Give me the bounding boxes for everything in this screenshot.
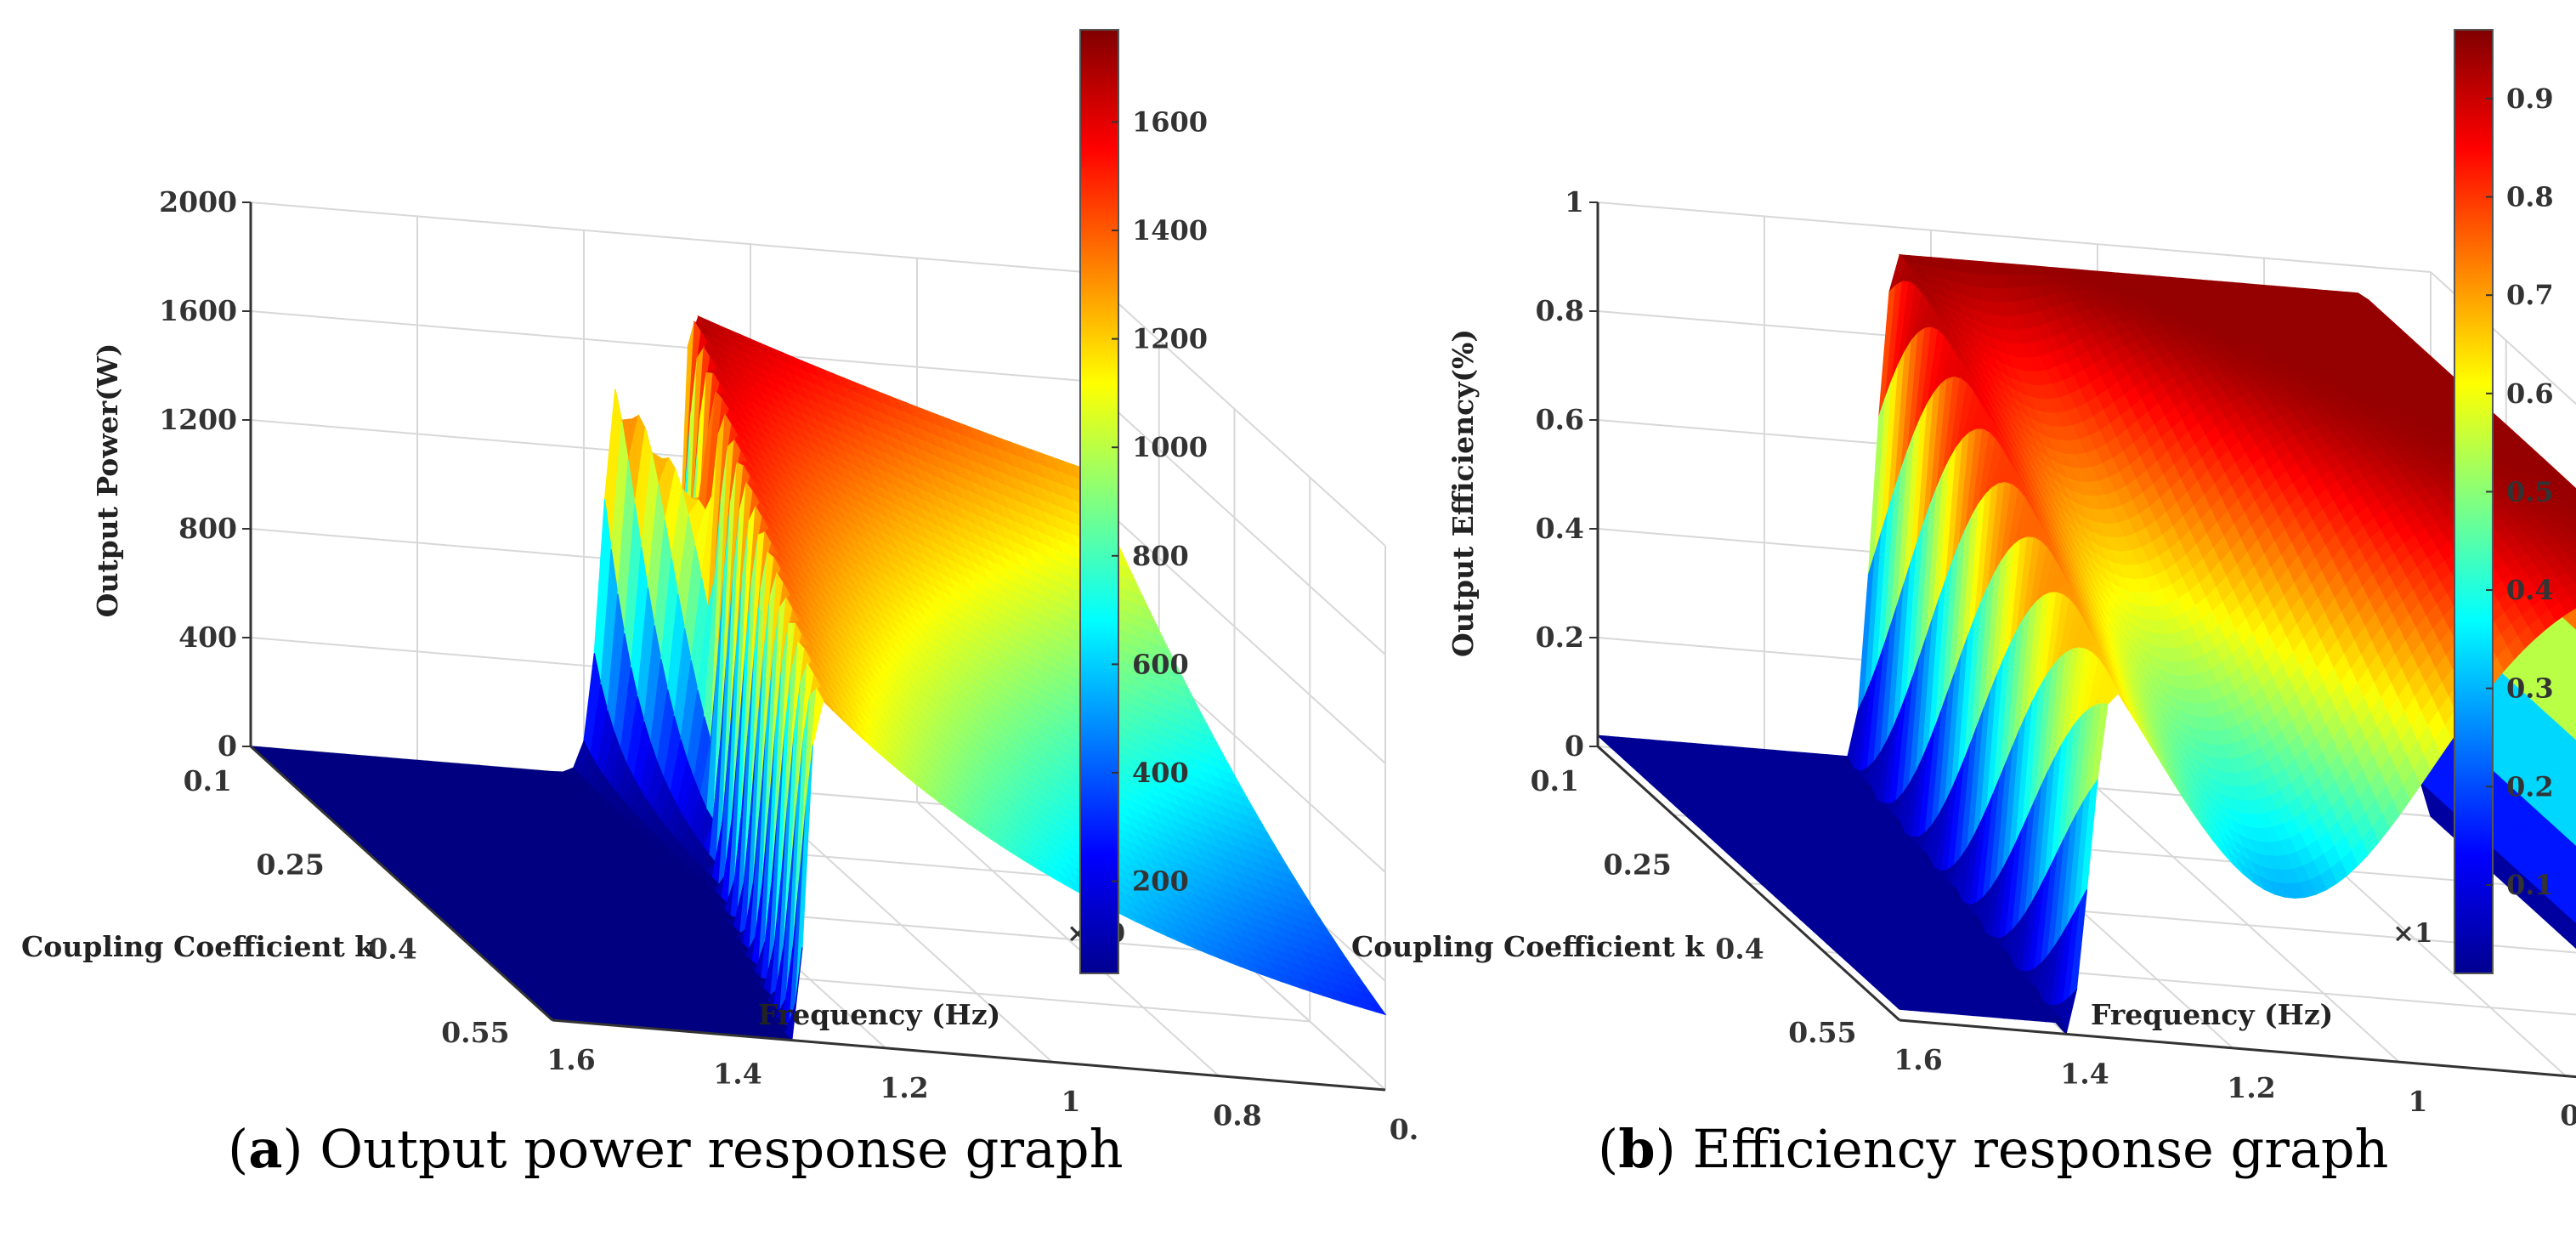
k-tick-label: 0.4	[1715, 932, 1764, 965]
caption-b: (b) Efficiency response graph	[1598, 1118, 2388, 1180]
frequency-tick-label: 1	[1062, 1085, 1081, 1118]
colorbar-tick-label: 1200	[1132, 323, 1208, 355]
k-tick-labels: 0.1 0.25 0.4 0.55	[184, 764, 510, 1049]
z-tick-label: 1	[1565, 185, 1584, 218]
colorbar-tick-labels: 0.1 0.2 0.3 0.4 0.5 0.6 0.7 0.8 0.9	[2486, 82, 2554, 901]
z-tick-label: 800	[178, 512, 237, 545]
k-tick-labels: 0.1 0.25 0.4 0.55	[1531, 764, 1857, 1049]
frequency-tick-label: 0.8	[2560, 1099, 2576, 1132]
k-tick-label: 0.25	[1603, 848, 1671, 882]
k-axis-label: Coupling Coefficient k	[21, 930, 375, 963]
frequency-exponent-label: ×1	[2392, 918, 2433, 949]
colorbar-tick-label: 0.8	[2506, 181, 2554, 213]
caption-b-text: Efficiency response graph	[1692, 1118, 2388, 1180]
z-axis-label: Output Power(W)	[91, 343, 124, 618]
k-tick-label: 0.1	[1531, 764, 1579, 797]
k-tick-label: 0.1	[184, 764, 232, 797]
k-tick-label: 0.55	[441, 1016, 509, 1049]
caption-a-letter: a	[248, 1118, 282, 1180]
z-tick-label: 0.8	[1536, 294, 1584, 327]
frequency-tick-labels: 1.6 1.4 1.2 1 0.8 0.	[546, 1043, 1418, 1146]
k-tick-label: 0.25	[256, 848, 324, 882]
frequency-tick-label: 1.4	[713, 1057, 761, 1090]
colorbar-tick-label: 600	[1132, 648, 1189, 680]
frequency-tick-labels: 1.61.41.210.80.	[1894, 1043, 2576, 1132]
frequency-axis-label: Frequency (Hz)	[2091, 998, 2333, 1031]
caption-b-letter: b	[1618, 1118, 1655, 1180]
colorbar-tick-label: 0.6	[2506, 377, 2554, 410]
colorbar	[2454, 29, 2494, 974]
z-tick-label: 0.4	[1536, 512, 1584, 545]
colorbar-tick-label: 0.1	[2506, 869, 2554, 901]
colorbar-tick-label: 0.9	[2506, 82, 2554, 115]
frequency-axis-label: Frequency (Hz)	[758, 998, 1000, 1031]
colorbar-tick-label: 0.3	[2506, 672, 2554, 705]
z-tick-label: 1200	[159, 403, 237, 436]
caption-a: (a) Output power response graph	[228, 1118, 1124, 1180]
frequency-tick-label: 1	[2409, 1085, 2428, 1118]
z-tick-label: 0	[1565, 729, 1584, 763]
colorbar-tick-label: 1400	[1132, 214, 1208, 247]
frequency-tick-label: 1.6	[546, 1043, 595, 1076]
caption-a-text: Output power response graph	[320, 1118, 1123, 1180]
colorbar-tick-label: 200	[1132, 865, 1189, 898]
colorbar-tick-label: 0.5	[2506, 475, 2554, 508]
z-tick-label: 400	[178, 621, 237, 654]
k-tick-label: 0.4	[368, 932, 416, 965]
frequency-tick-label: 0.8	[1213, 1099, 1261, 1132]
colorbar-tick-label: 1000	[1132, 431, 1208, 463]
colorbar-tick-labels: 200 400 600 800 1000 1200 1400 1600	[1112, 105, 1208, 898]
colorbar-tick-label: 800	[1132, 540, 1189, 572]
colorbar-tick-label: 1600	[1132, 105, 1208, 138]
colorbar-tick-label: 0.2	[2506, 770, 2554, 803]
z-tick-labels: 0 400 800 1200 1600 2000	[159, 185, 251, 763]
k-tick-label: 0.55	[1788, 1016, 1856, 1049]
z-tick-label: 2000	[159, 185, 237, 218]
z-tick-label: 1600	[159, 294, 237, 327]
frequency-tick-label: 1.2	[2227, 1071, 2275, 1104]
frequency-tick-label: 1.4	[2060, 1057, 2109, 1090]
z-tick-label: 0.2	[1536, 621, 1584, 654]
efficiency-surface	[1596, 253, 2576, 1036]
z-tick-labels: 0 0.2 0.4 0.6 0.8 1	[1536, 185, 1598, 763]
colorbar-tick-label: 400	[1132, 757, 1189, 789]
frequency-tick-label: 1.6	[1894, 1043, 1942, 1076]
axes-lines	[1596, 202, 2576, 1079]
power-surface	[249, 315, 1387, 1041]
colorbar-tick-label: 0.7	[2506, 279, 2554, 311]
frequency-tick-label: 1.2	[880, 1071, 928, 1104]
efficiency-surface-chart: 0 0.2 0.4 0.6 0.8 1 0.1 0.25 0.4 0.55 1.6 1.4 1.2 1…	[1351, 29, 2576, 1132]
axes-lines	[249, 202, 1386, 1092]
colorbar	[1079, 29, 1119, 974]
colorbar-tick-label: 0.4	[2506, 574, 2554, 606]
z-tick-label: 0	[218, 729, 237, 763]
z-tick-label: 0.6	[1536, 403, 1584, 436]
k-axis-label: Coupling Coefficient k	[1351, 930, 1705, 963]
z-axis-label: Output Efficiency(%)	[1447, 329, 1480, 657]
frequency-tick-label: 0.	[1390, 1113, 1418, 1146]
